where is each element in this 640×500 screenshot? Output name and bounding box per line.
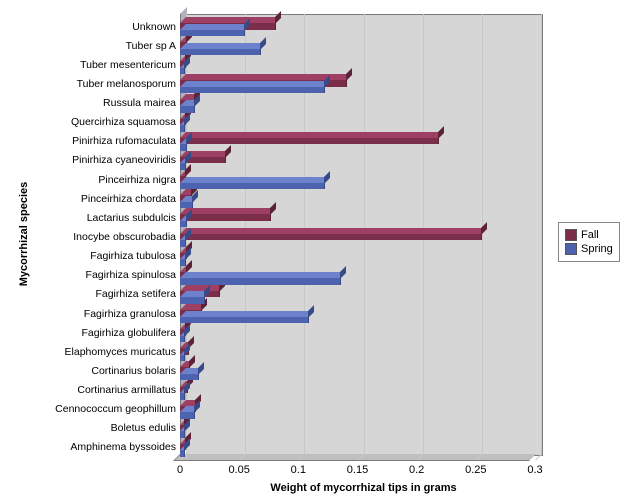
bar <box>180 412 194 419</box>
legend: Fall Spring <box>558 222 620 262</box>
y-tick-label: Quercirhiza squamosa <box>71 116 176 128</box>
bar <box>180 355 184 362</box>
x-tick-label: 0.2 <box>409 464 424 476</box>
bar <box>180 202 192 209</box>
y-tick-label: Pinceirhiza nigra <box>98 174 176 186</box>
bar <box>180 234 481 241</box>
y-tick-label: Elaphomyces muricatus <box>65 346 176 358</box>
bar <box>180 297 204 304</box>
y-axis-title: Mycorrhizal species <box>18 182 30 287</box>
y-tick-label: Pinceirhiza chordata <box>81 193 176 205</box>
chart-container: 0 0.05 0.1 0.15 0.2 0.25 0.3 Amphinema byssoid… <box>0 0 640 500</box>
bar <box>180 393 184 400</box>
bar <box>180 431 184 438</box>
bar <box>180 259 185 266</box>
x-tick-label: 0.1 <box>291 464 306 476</box>
y-tick-label: Russula mairea <box>103 97 176 109</box>
y-tick-label: Fagirhiza granulosa <box>84 308 176 320</box>
y-tick-label: Cennococcum geophillum <box>55 403 176 415</box>
y-tick-label: Tuber mesentericum <box>80 59 176 71</box>
bar <box>180 49 260 56</box>
y-tick-label: Lactarius subdulcis <box>87 212 176 224</box>
legend-swatch <box>565 243 577 255</box>
y-tick-label: Boletus edulis <box>111 422 176 434</box>
y-tick-label: Fagirhiza spinulosa <box>86 269 176 281</box>
bar <box>180 374 198 381</box>
bar <box>180 68 184 75</box>
bar <box>180 214 270 221</box>
x-tick-label: 0.25 <box>465 464 486 476</box>
y-tick-label: Tuber sp A <box>126 40 176 52</box>
legend-swatch <box>565 229 577 241</box>
x-tick-label: 0 <box>177 464 183 476</box>
bar <box>180 183 324 190</box>
y-tick-label: Amphinema byssoides <box>70 441 176 453</box>
bar <box>180 106 194 113</box>
gridline <box>482 14 483 454</box>
legend-label: Spring <box>581 243 613 255</box>
bar <box>180 144 186 151</box>
x-tick-label: 0.3 <box>527 464 542 476</box>
bar <box>180 138 438 145</box>
legend-item: Spring <box>565 243 613 255</box>
y-tick-label: Pinirhiza cyaneoviridis <box>72 154 176 166</box>
y-tick-label: Unknown <box>132 21 176 33</box>
bar <box>180 317 308 324</box>
bar <box>180 240 185 247</box>
gridline <box>541 14 542 454</box>
bar <box>180 30 244 37</box>
bar <box>180 125 184 132</box>
x-tick-label: 0.15 <box>347 464 368 476</box>
x-tick-label: 0.05 <box>228 464 249 476</box>
legend-label: Fall <box>581 229 599 241</box>
bar <box>180 87 324 94</box>
y-tick-label: Cortinarius armillatus <box>77 384 176 396</box>
y-tick-label: Tuber melanosporum <box>77 78 176 90</box>
x-axis-title: Weight of mycorrhizal tips in grams <box>270 482 456 494</box>
bar <box>180 450 184 457</box>
y-tick-label: Fagirhiza tubulosa <box>90 250 176 262</box>
y-tick-label: Fagirhiza globulifera <box>81 327 176 339</box>
bar <box>180 163 185 170</box>
bar <box>180 336 184 343</box>
bar <box>180 221 186 228</box>
legend-item: Fall <box>565 229 613 241</box>
y-tick-label: Cortinarius bolaris <box>91 365 176 377</box>
bar <box>180 278 340 285</box>
y-tick-label: Pinirhiza rufomaculata <box>72 135 176 147</box>
y-tick-label: Inocybe obscurobadia <box>73 231 176 243</box>
y-tick-label: Fagirhiza setifera <box>95 288 176 300</box>
